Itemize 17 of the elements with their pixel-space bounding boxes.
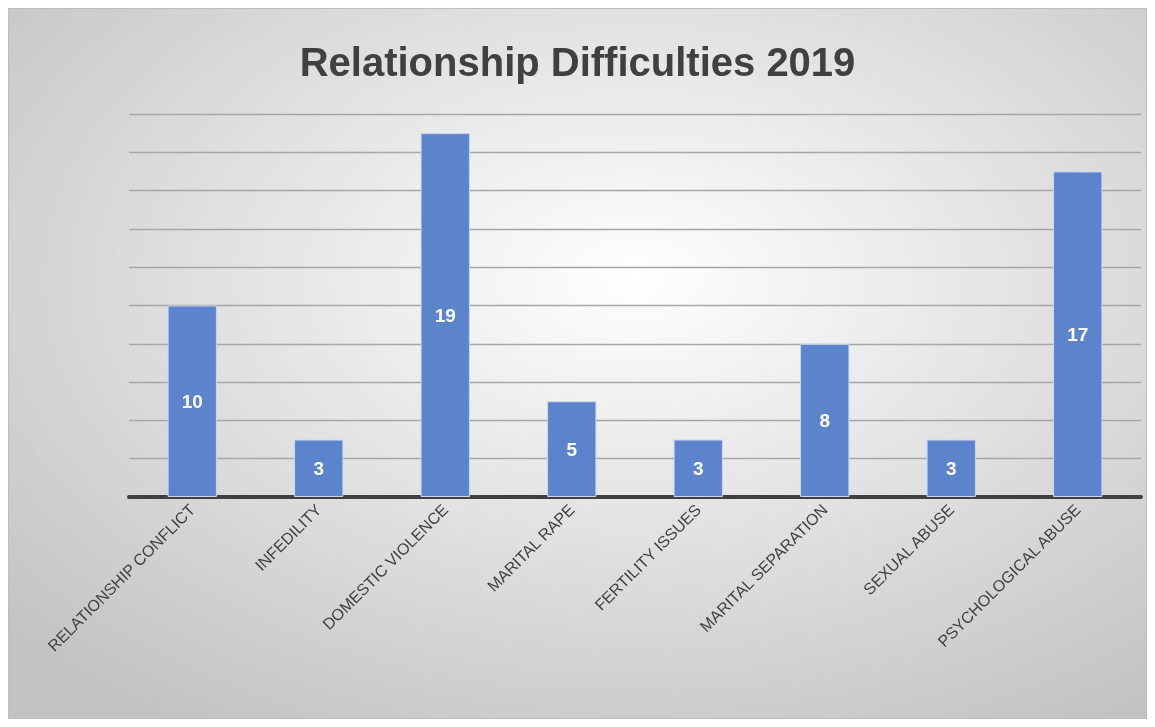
bar xyxy=(547,401,597,497)
data-label: 3 xyxy=(692,457,704,479)
data-label: 17 xyxy=(1067,323,1089,345)
bar xyxy=(1053,171,1103,497)
data-label: 3 xyxy=(945,457,957,479)
chart-title: Relationship Difficulties 2019 xyxy=(299,40,856,84)
bar xyxy=(294,439,344,497)
data-label: 19 xyxy=(434,304,456,326)
bar xyxy=(673,439,723,497)
bar xyxy=(926,439,976,497)
data-label: 8 xyxy=(819,409,831,431)
data-label: 5 xyxy=(566,438,578,460)
bar xyxy=(420,133,470,497)
data-label: 3 xyxy=(313,457,325,479)
bar xyxy=(800,343,850,497)
data-label: 10 xyxy=(181,390,203,412)
bar xyxy=(167,305,217,497)
